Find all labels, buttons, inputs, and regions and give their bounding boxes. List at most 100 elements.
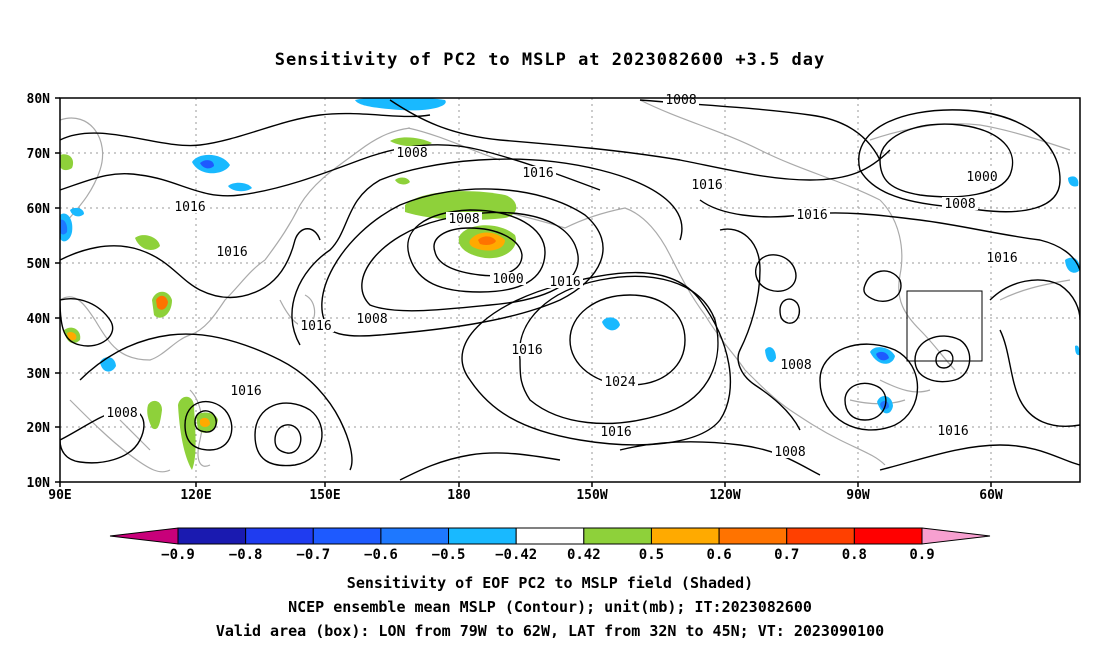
contour-label-bg [689, 178, 725, 191]
contour-label-bg [104, 406, 140, 419]
contour-label: 1016 [937, 424, 968, 439]
positive-sensitivity-area [147, 400, 162, 430]
axis-ticks [55, 97, 992, 487]
negative-sensitivity-area [60, 219, 68, 235]
contour-label-bg [598, 425, 634, 438]
colorbar-tick-label: −0.42 [495, 547, 537, 563]
lon-label: 90W [846, 488, 870, 503]
lat-label: 20N [27, 421, 51, 436]
contour-label: 1016 [300, 319, 331, 334]
negative-sensitivity-area [70, 207, 84, 217]
positive-sensitivity-area [390, 137, 432, 147]
colorbar-segment [448, 527, 517, 545]
contour-label: 1008 [356, 312, 387, 327]
contour-label-bg [942, 197, 978, 210]
positive-sensitivity-area [178, 396, 196, 470]
lon-label: 120E [180, 488, 211, 503]
colorbar-tick-label: 0.7 [774, 547, 799, 563]
contour-label-bg [772, 445, 808, 458]
contour-label: 1008 [448, 212, 479, 227]
lon-label: 90E [48, 488, 71, 503]
contour-label-bg [298, 319, 334, 332]
contour-label-bg [228, 384, 264, 397]
grid-lines [60, 98, 1080, 482]
lat-label: 80N [27, 92, 51, 107]
positive-sensitivity-area [478, 236, 496, 245]
contour-label: 1016 [986, 251, 1017, 266]
contour-label-bg [663, 93, 699, 106]
colorbar-tick-label: −0.8 [229, 547, 263, 563]
contour-label: 1008 [774, 445, 805, 460]
colorbar [109, 527, 991, 545]
lon-label: 60W [979, 488, 1003, 503]
contour-label: 1008 [944, 197, 975, 212]
colorbar-segment [312, 527, 382, 545]
contour-label-bg [520, 166, 556, 179]
negative-sensitivity-area [355, 98, 446, 111]
colorbar-segment [650, 527, 720, 545]
colorbar-tick-label: 0.6 [706, 547, 731, 563]
contour-label: 1016 [174, 200, 205, 215]
plot-frame [59, 97, 1081, 483]
colorbar-segment [853, 527, 923, 545]
colorbar-segment [515, 527, 585, 545]
colorbar-segment [245, 527, 314, 545]
contour-label-bg [509, 343, 545, 356]
lon-label: 150W [576, 488, 607, 503]
contour-label-bg [354, 312, 390, 325]
contour-label: 1008 [780, 358, 811, 373]
lat-label: 50N [27, 257, 51, 272]
positive-sensitivity-area [60, 154, 74, 171]
colorbar-tick-label: −0.7 [296, 547, 330, 563]
lon-label: 180 [447, 488, 471, 503]
positive-sensitivity-area [67, 331, 77, 341]
contour-label: 1016 [691, 178, 722, 193]
colorbar-high-arrow [921, 527, 991, 545]
negative-sensitivity-area [1075, 345, 1080, 356]
contour-label: 1000 [966, 170, 997, 185]
contour-label: 1024 [604, 375, 635, 390]
colorbar-tick-label: 0.42 [567, 547, 601, 563]
colorbar-tick-label: −0.5 [432, 547, 466, 563]
contour-label: 1016 [522, 166, 553, 181]
contour-label: 1008 [665, 93, 696, 108]
colorbar-segment [177, 527, 247, 545]
contour-label: 1008 [396, 146, 427, 161]
positive-sensitivity-area [156, 295, 168, 310]
contour-label-bg [490, 272, 526, 285]
lon-label: 120W [709, 488, 740, 503]
colorbar-segment [718, 527, 788, 545]
lat-label: 70N [27, 147, 51, 162]
contour-label: 1016 [600, 425, 631, 440]
colorbar-tick-label: −0.9 [161, 547, 195, 563]
negative-sensitivity-area [880, 400, 889, 410]
contour-label-bg [172, 200, 208, 213]
colorbar-segment [786, 527, 855, 545]
contour-label: 1016 [549, 275, 580, 290]
caption-line-3: Valid area (box): LON from 79W to 62W, L… [215, 622, 885, 640]
colorbar-segment [380, 527, 450, 545]
contour-label: 1016 [511, 343, 542, 358]
contour-label-bg [964, 170, 1000, 183]
caption-line-2: NCEP ensemble mean MSLP (Contour); unit(… [288, 598, 812, 616]
mslp-contours [60, 99, 1080, 481]
contour-label-bg [984, 251, 1020, 264]
contour-label-bg [935, 424, 971, 437]
contour-label: 1000 [492, 272, 523, 287]
contour-label-bg [394, 146, 430, 159]
colorbar-tick-label: −0.6 [364, 547, 398, 563]
valid-area-box [906, 290, 983, 362]
map-title: Sensitivity of PC2 to MSLP at 2023082600… [274, 50, 826, 70]
colorbar-tick-labels: −0.9 −0.8 −0.7 −0.6 −0.5 −0.42 0.42 0.5 0.6 0.7 0.… [161, 547, 935, 563]
lat-label: 40N [27, 312, 51, 327]
lat-label: 10N [27, 476, 51, 491]
colorbar-tick-label: 0.5 [639, 547, 664, 563]
positive-sensitivity-area [135, 235, 160, 250]
contour-label-bg [547, 275, 583, 288]
colorbar-segment [583, 527, 652, 545]
contour-label-bg [214, 245, 250, 258]
colorbar-low-arrow [109, 527, 179, 545]
contour-label-bg [778, 358, 814, 371]
contour-label: 1016 [796, 208, 827, 223]
